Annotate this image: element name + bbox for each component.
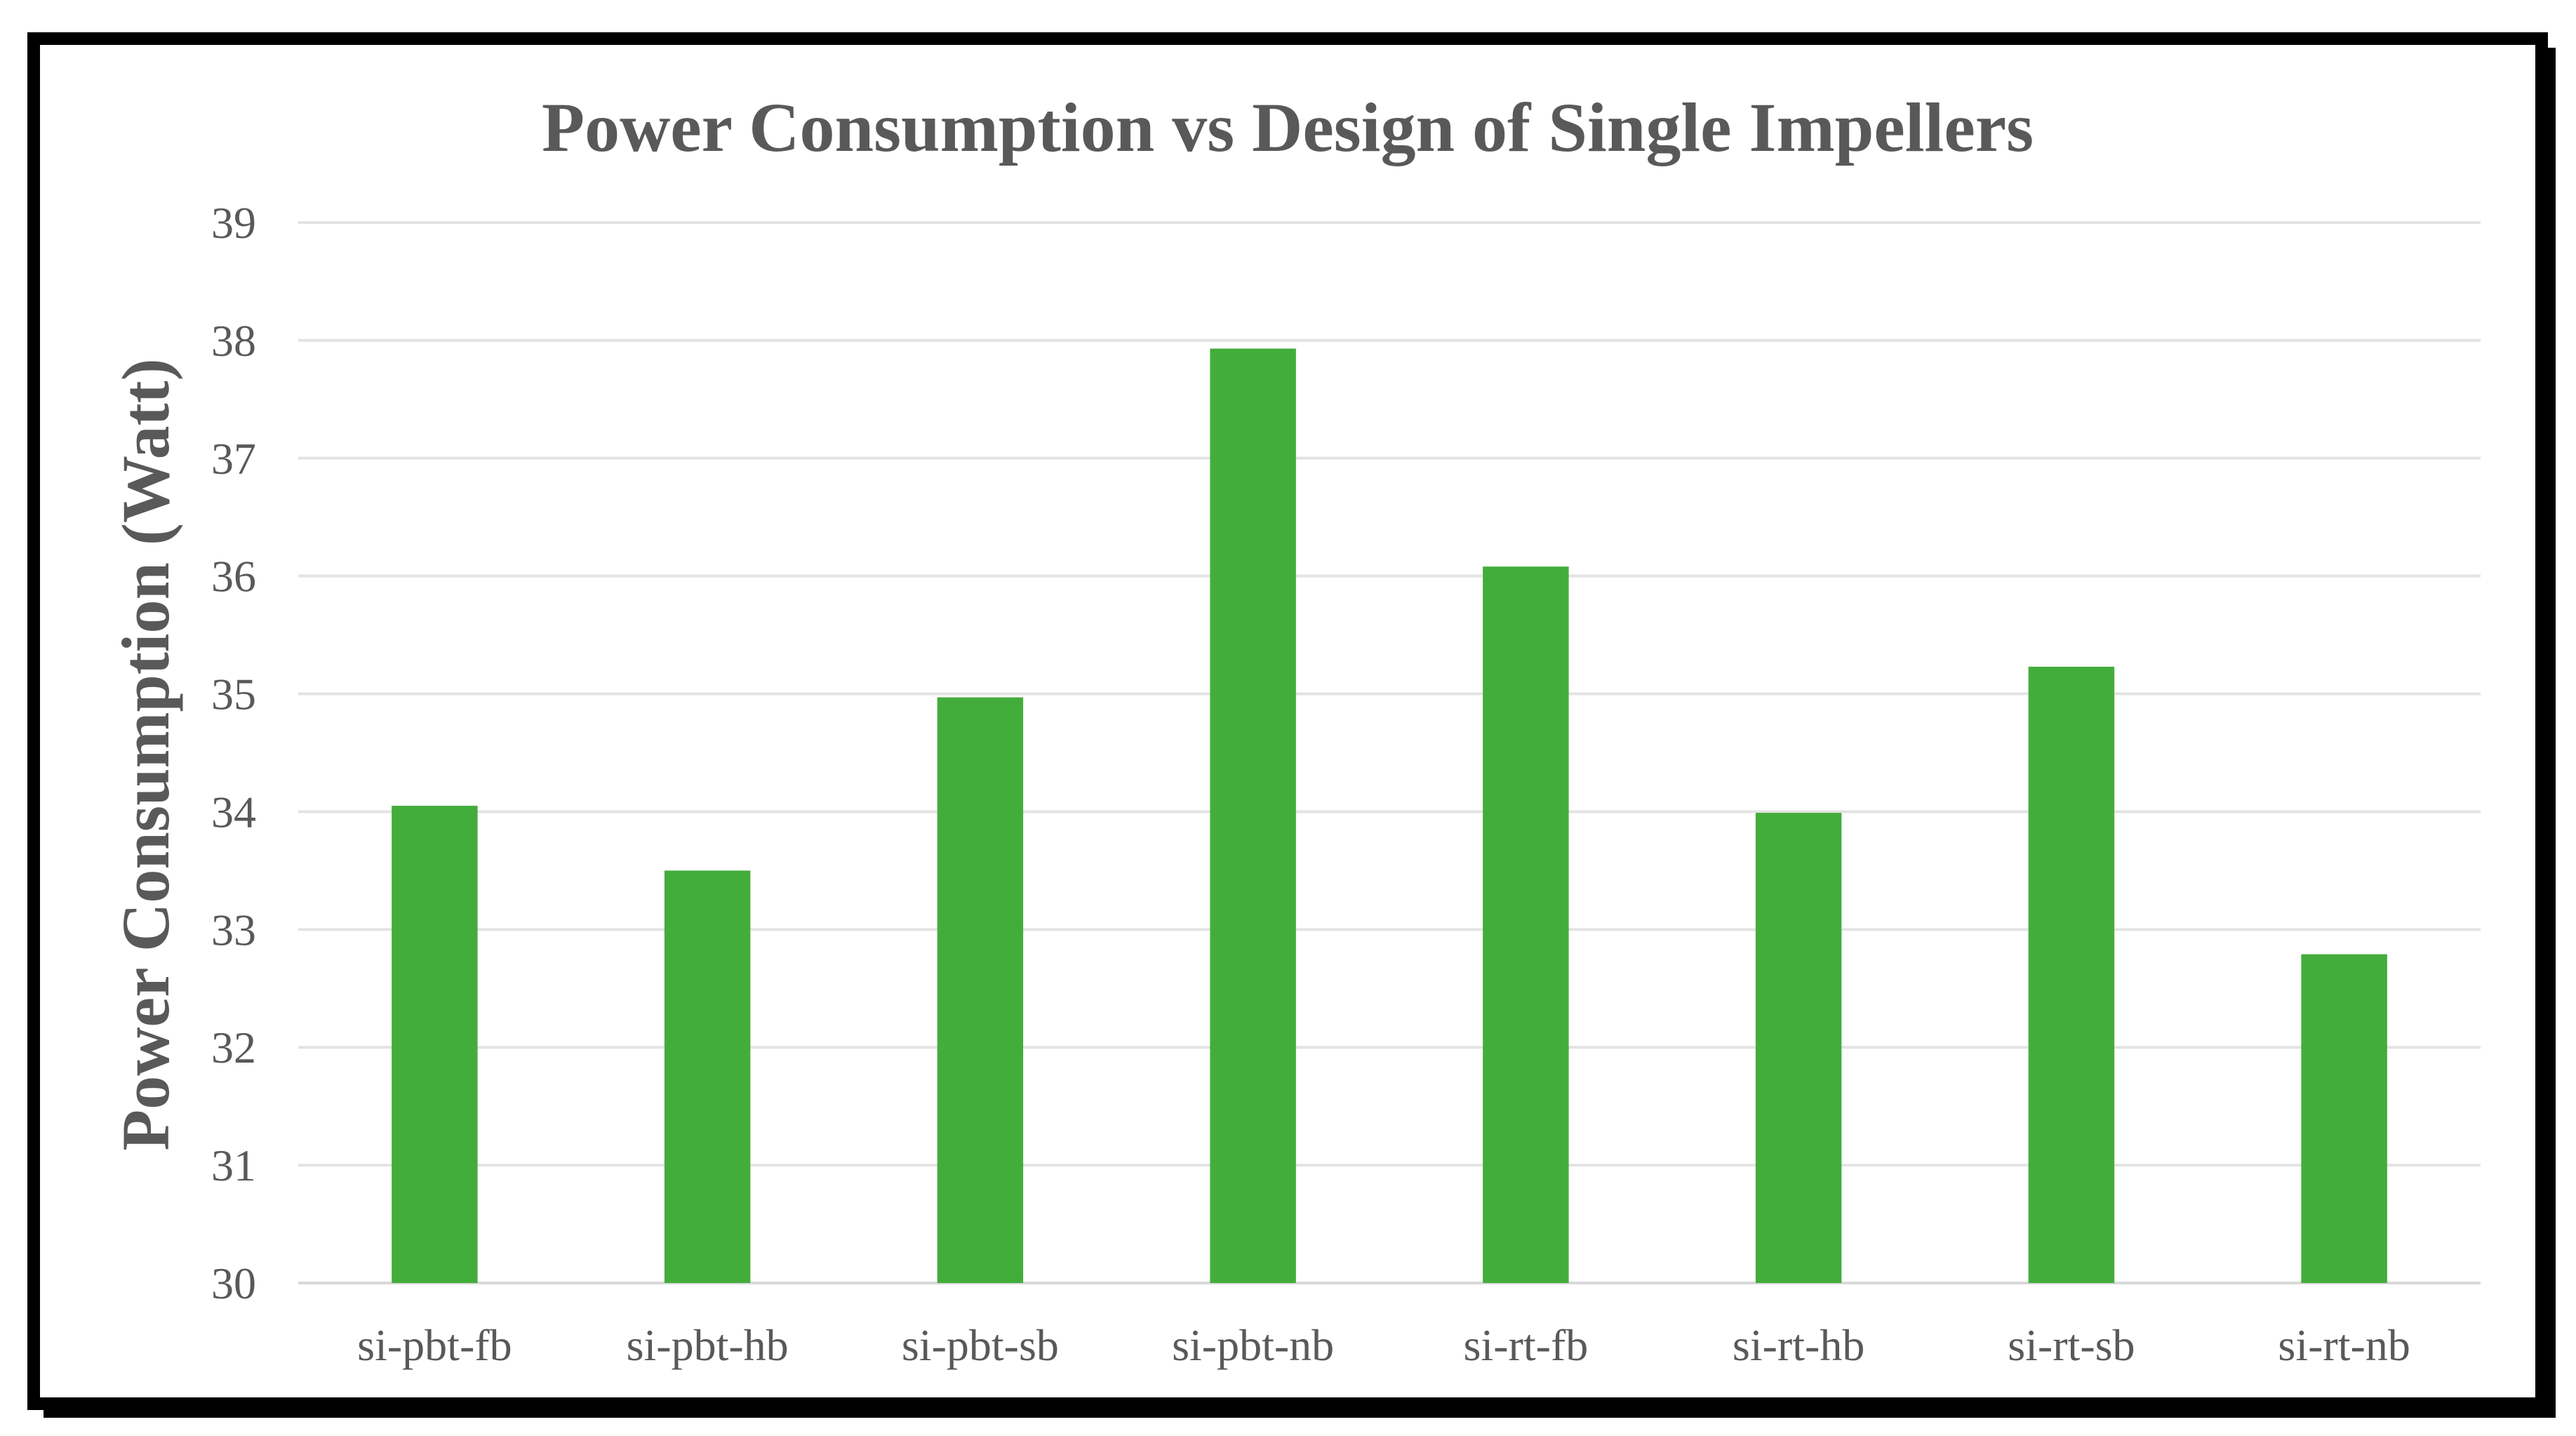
y-tick-label: 32 <box>211 1023 256 1072</box>
x-tick-label: si-rt-hb <box>1733 1320 1864 1370</box>
bar-si-rt-sb <box>2028 666 2115 1283</box>
bar-si-pbt-sb <box>937 697 1024 1283</box>
gridlines <box>298 221 2481 1284</box>
x-tick-label: si-pbt-fb <box>357 1320 512 1370</box>
y-tick-label: 30 <box>211 1258 256 1308</box>
chart-title: Power Consumption vs Design of Single Im… <box>542 88 2034 166</box>
bar-si-pbt-nb <box>1210 348 1296 1283</box>
y-tick-label: 31 <box>211 1141 256 1190</box>
y-tick-label: 36 <box>211 552 256 601</box>
y-tick-labels: 30 31 32 33 34 35 36 37 38 39 <box>211 198 256 1308</box>
x-tick-label: si-pbt-nb <box>1172 1320 1334 1370</box>
y-tick-label: 35 <box>211 670 256 719</box>
y-tick-label: 38 <box>211 316 256 366</box>
y-axis-title: Power Consumption (Watt) <box>108 359 183 1151</box>
x-tick-label: si-rt-sb <box>2008 1320 2135 1370</box>
x-tick-labels: si-pbt-fb si-pbt-hb si-pbt-sb si-pbt-nb si-r… <box>357 1320 2410 1370</box>
y-tick-label: 37 <box>211 434 256 484</box>
bar-si-rt-hb <box>1755 813 1842 1283</box>
x-tick-label: si-rt-fb <box>1464 1320 1589 1370</box>
y-tick-label: 34 <box>211 787 256 837</box>
y-tick-label: 33 <box>211 905 256 955</box>
bar-si-rt-fb <box>1483 566 1569 1283</box>
y-tick-label: 39 <box>211 198 256 248</box>
bars <box>392 348 2387 1283</box>
bar-si-pbt-fb <box>392 806 478 1283</box>
x-tick-label: si-rt-nb <box>2278 1320 2410 1370</box>
bar-si-rt-nb <box>2301 954 2387 1283</box>
x-tick-label: si-pbt-sb <box>902 1320 1059 1370</box>
bar-si-pbt-hb <box>664 870 751 1283</box>
x-tick-label: si-pbt-hb <box>627 1320 789 1370</box>
